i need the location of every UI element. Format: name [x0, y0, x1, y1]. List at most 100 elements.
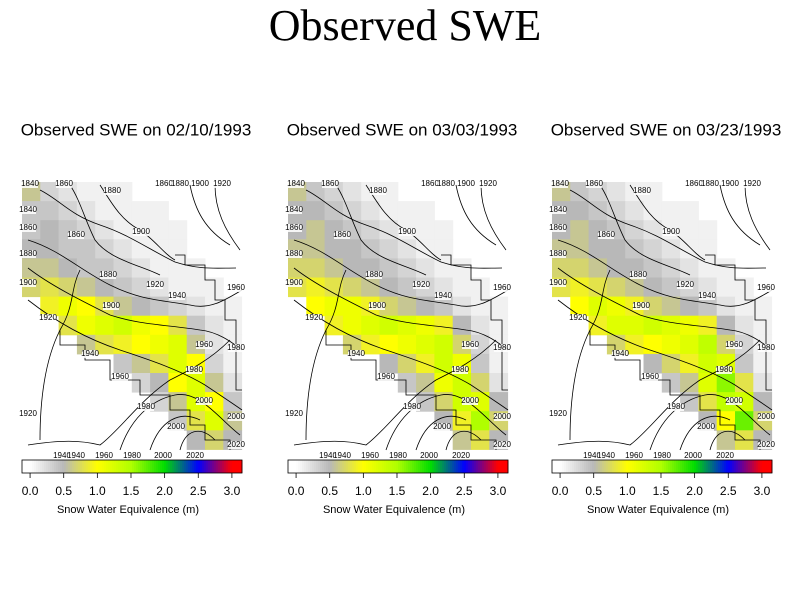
swe-cell: [150, 220, 169, 240]
contour-line: [385, 394, 507, 451]
swe-cell: [471, 353, 490, 374]
contour-label: 1880: [19, 249, 37, 258]
colorbar-swatch: [556, 460, 559, 473]
colorbar-swatch: [492, 460, 495, 473]
swe-cell: [698, 220, 718, 240]
colorbar-swatch: [56, 460, 59, 473]
swe-cell: [397, 315, 417, 336]
colorbar-swatch: [200, 460, 203, 473]
colorbar-swatch: [470, 460, 473, 473]
contour-label-bg: [369, 302, 385, 310]
contour-label-bg: [40, 314, 56, 322]
colorbar-swatch: [656, 460, 659, 473]
colorbar-swatch: [30, 460, 33, 473]
colorbar-swatch: [220, 460, 223, 473]
colorbar-swatch: [738, 460, 741, 473]
swe-cell: [342, 239, 362, 259]
contour-label: 1880: [365, 270, 383, 279]
colorbar-swatch: [62, 460, 65, 473]
contour-label: 1900: [457, 179, 475, 188]
colorbar-swatch: [710, 460, 713, 473]
colorbar-tick-label: 2.5: [720, 484, 737, 498]
contour-label: 1880: [285, 249, 303, 258]
swe-cell: [76, 277, 96, 298]
contour-label-bg: [758, 413, 774, 421]
contour-label-bg: [663, 228, 679, 236]
colorbar-swatch: [86, 460, 89, 473]
contour-label: 1880: [633, 186, 651, 195]
contour-label-bg: [494, 413, 510, 421]
colorbar-swatch: [156, 460, 159, 473]
colorbar-swatch: [208, 460, 211, 473]
colorbar-swatch: [182, 460, 185, 473]
swe-cell: [324, 315, 344, 336]
contour-label: 2020: [186, 451, 204, 460]
colorbar-swatch: [750, 460, 753, 473]
colorbar-swatch: [398, 460, 401, 473]
contour-label-bg: [598, 231, 614, 239]
contour-label: 1960: [361, 451, 379, 460]
colorbar-swatch: [752, 460, 755, 473]
contour-label-bg: [187, 452, 203, 460]
colorbar-swatch: [412, 460, 415, 473]
swe-cell: [40, 220, 60, 240]
contour-label: 1980: [185, 365, 203, 374]
colorbar-swatch: [76, 460, 79, 473]
colorbar-swatch: [692, 460, 695, 473]
colorbar-swatch: [148, 460, 151, 473]
swe-cell: [753, 373, 773, 393]
contour-label-bg: [550, 206, 566, 214]
swe-cell: [552, 258, 571, 278]
colorbar-swatch: [478, 460, 481, 473]
swe-cell: [95, 315, 114, 336]
colorbar-swatch: [40, 460, 43, 473]
contour-label-bg: [156, 180, 172, 188]
colorbar-swatch: [374, 460, 377, 473]
contour-label: 1900: [102, 301, 120, 310]
colorbar-swatch: [636, 460, 639, 473]
colorbar-swatch: [228, 460, 231, 473]
contour-label-bg: [458, 180, 474, 188]
colorbar-swatch: [494, 460, 497, 473]
swe-cell: [735, 353, 754, 374]
colorbar-swatch: [36, 460, 39, 473]
colorbar-swatch: [390, 460, 393, 473]
colorbar-swatch: [642, 460, 645, 473]
contour-line: [305, 189, 503, 269]
colorbar-swatch: [498, 460, 501, 473]
colorbar-swatch: [624, 460, 627, 473]
contour-label-bg: [677, 281, 693, 289]
contour-line: [415, 415, 467, 451]
swe-cell: [186, 430, 206, 450]
colorbar-swatch: [592, 460, 595, 473]
colorbar-swatch: [612, 460, 615, 473]
panel-title: Observed SWE on 03/03/1993: [287, 120, 518, 139]
swe-cell: [168, 239, 188, 259]
colorbar-swatch: [414, 460, 417, 473]
swe-cell: [661, 334, 681, 355]
swe-cell: [306, 201, 326, 221]
colorbar-swatch: [214, 460, 217, 473]
swe-cell: [342, 258, 362, 278]
colorbar-swatch: [474, 460, 477, 473]
swe-cell: [113, 220, 133, 240]
swe-cell: [716, 258, 736, 278]
swe-cell: [76, 315, 96, 336]
colorbar-swatch: [352, 460, 355, 473]
swe-cell: [223, 373, 243, 393]
contour-line: [557, 299, 773, 411]
contour-label: 1880: [629, 270, 647, 279]
colorbar-swatch: [348, 460, 351, 473]
colorbar-swatch: [38, 460, 41, 473]
colorbar-swatch: [732, 460, 735, 473]
colorbar-swatch: [234, 460, 237, 473]
colorbar-swatch: [206, 460, 209, 473]
colorbar-swatch: [154, 460, 157, 473]
swe-cell: [606, 296, 626, 317]
contour-label: 1840: [19, 205, 37, 214]
colorbar-swatch: [708, 460, 711, 473]
colorbar-swatch: [664, 460, 667, 473]
colorbar-swatch: [762, 460, 765, 473]
colorbar-swatch: [584, 460, 587, 473]
